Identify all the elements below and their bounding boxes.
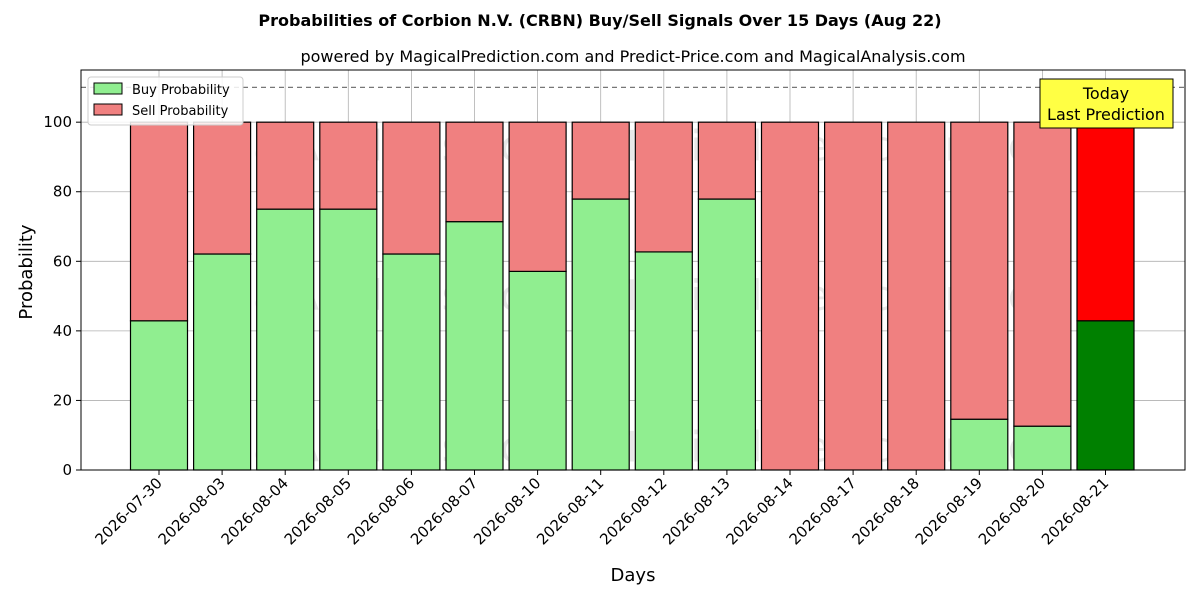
- sell-bar: [193, 121, 252, 255]
- buy-bar: [1076, 320, 1135, 471]
- sell-bar: [887, 121, 946, 471]
- buy-bar: [571, 198, 630, 471]
- y-tick-label: 60: [53, 252, 72, 270]
- legend-label-buy: Buy Probability: [132, 83, 230, 98]
- sell-bar: [697, 121, 757, 200]
- sell-bar: [823, 121, 883, 471]
- legend: Buy Probability Sell Probability: [87, 76, 244, 126]
- x-axis-label: Days: [611, 565, 656, 586]
- annotation-box: [1039, 78, 1174, 129]
- today-annotation: Today Last Prediction: [1039, 78, 1174, 129]
- chart-title: Probabilities of Corbion N.V. (CRBN) Buy…: [258, 11, 941, 30]
- annotation-line2: Last Prediction: [1047, 105, 1165, 124]
- buy-bar: [445, 221, 504, 471]
- y-tick-label: 80: [53, 183, 72, 201]
- y-tick-label: 100: [43, 113, 72, 131]
- buy-bar: [319, 208, 378, 471]
- sell-bar: [571, 121, 630, 200]
- y-tick-label: 40: [53, 322, 72, 340]
- sell-bar: [634, 121, 693, 253]
- sell-bar: [445, 121, 504, 223]
- chart-subtitle: powered by MagicalPrediction.com and Pre…: [300, 47, 965, 66]
- bars: [129, 121, 1135, 471]
- legend-swatch-sell: [93, 103, 123, 116]
- sell-bar: [319, 121, 378, 210]
- y-ticks: 0 20 40 60 80 100: [43, 113, 81, 479]
- buy-bar: [129, 320, 189, 471]
- buy-bar: [634, 251, 693, 471]
- sell-bar: [129, 121, 189, 322]
- legend-swatch-buy: [93, 82, 123, 95]
- y-axis-label: Probability: [16, 224, 37, 319]
- buy-bar: [382, 253, 441, 471]
- sell-bar: [256, 121, 315, 210]
- annotation-line1: Today: [1082, 84, 1129, 103]
- sell-bar: [1076, 121, 1135, 322]
- plot-frame: [80, 69, 1186, 471]
- axes: [80, 69, 1186, 471]
- buy-bar: [697, 198, 757, 471]
- sell-bar: [950, 121, 1009, 420]
- sell-bar: [382, 121, 441, 255]
- sell-bar: [508, 121, 567, 272]
- sell-bar: [760, 121, 820, 471]
- y-tick-label: 20: [53, 391, 72, 409]
- buy-bar: [950, 418, 1009, 471]
- legend-label-sell: Sell Probability: [132, 104, 229, 119]
- buy-bar: [193, 253, 252, 471]
- y-tick-label: 0: [62, 461, 72, 479]
- buy-bar: [256, 208, 315, 471]
- legend-box: [87, 76, 244, 126]
- buy-bar: [508, 270, 567, 471]
- buy-bar: [1013, 425, 1072, 471]
- sell-bar: [1013, 121, 1072, 427]
